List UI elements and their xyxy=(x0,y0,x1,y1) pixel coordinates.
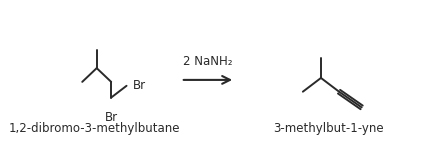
Text: 1,2-dibromo-3-methylbutane: 1,2-dibromo-3-methylbutane xyxy=(9,122,180,135)
Text: Br: Br xyxy=(104,111,117,124)
Text: 3-methylbut-1-yne: 3-methylbut-1-yne xyxy=(272,122,383,135)
Text: 2 NaNH₂: 2 NaNH₂ xyxy=(183,55,232,68)
Text: Br: Br xyxy=(133,79,146,92)
